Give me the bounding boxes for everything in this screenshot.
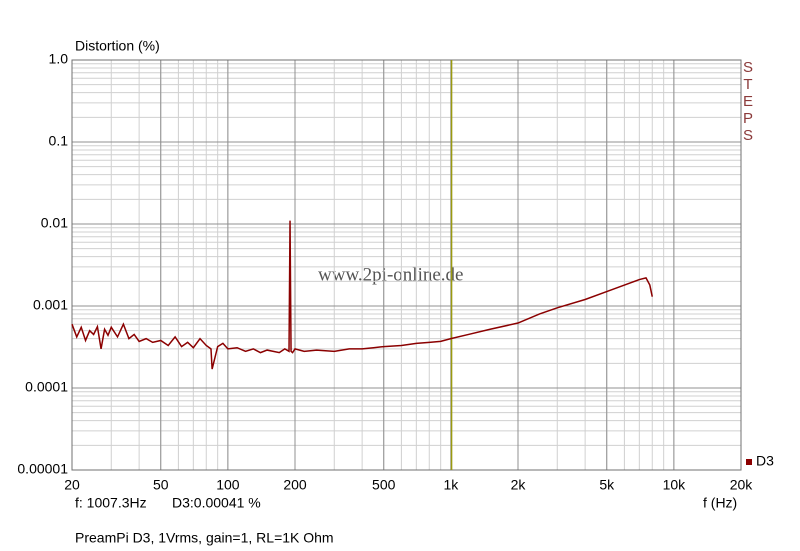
data-line — [71, 220, 653, 370]
x-tick-label: 1k — [443, 477, 459, 493]
x-tick-label: 5k — [599, 477, 615, 493]
x-tick-label: 100 — [216, 477, 240, 493]
y-axis-label: Distortion (%) — [75, 38, 160, 54]
y-tick-label: 0.001 — [33, 297, 68, 313]
y-tick-label: 0.01 — [41, 215, 68, 231]
y-tick-label: 0.0001 — [25, 379, 68, 395]
y-tick-label: 1.0 — [49, 51, 69, 67]
x-tick-label: 50 — [153, 477, 169, 493]
x-tick-label: 20k — [730, 477, 754, 493]
x-tick-label: 500 — [372, 477, 396, 493]
watermark: www.2pi-online.de — [318, 264, 463, 285]
x-axis-label: f (Hz) — [703, 495, 737, 511]
x-tick-label: 200 — [283, 477, 307, 493]
plot-frame — [71, 59, 742, 471]
x-tick-label: 10k — [663, 477, 687, 493]
x-tick-label: 20 — [64, 477, 80, 493]
legend-label: D3 — [756, 453, 774, 469]
footer: PreamPi D3, 1Vrms, gain=1, RL=1K Ohm — [75, 530, 334, 546]
cursor-value: D3:0.00041 % — [172, 495, 261, 511]
legend-swatch — [746, 459, 752, 465]
y-tick-label: 0.1 — [49, 133, 69, 149]
x-tick-label: 2k — [511, 477, 527, 493]
y-tick-label: 0.00001 — [17, 461, 68, 477]
cursor-frequency: f: 1007.3Hz — [75, 495, 147, 511]
